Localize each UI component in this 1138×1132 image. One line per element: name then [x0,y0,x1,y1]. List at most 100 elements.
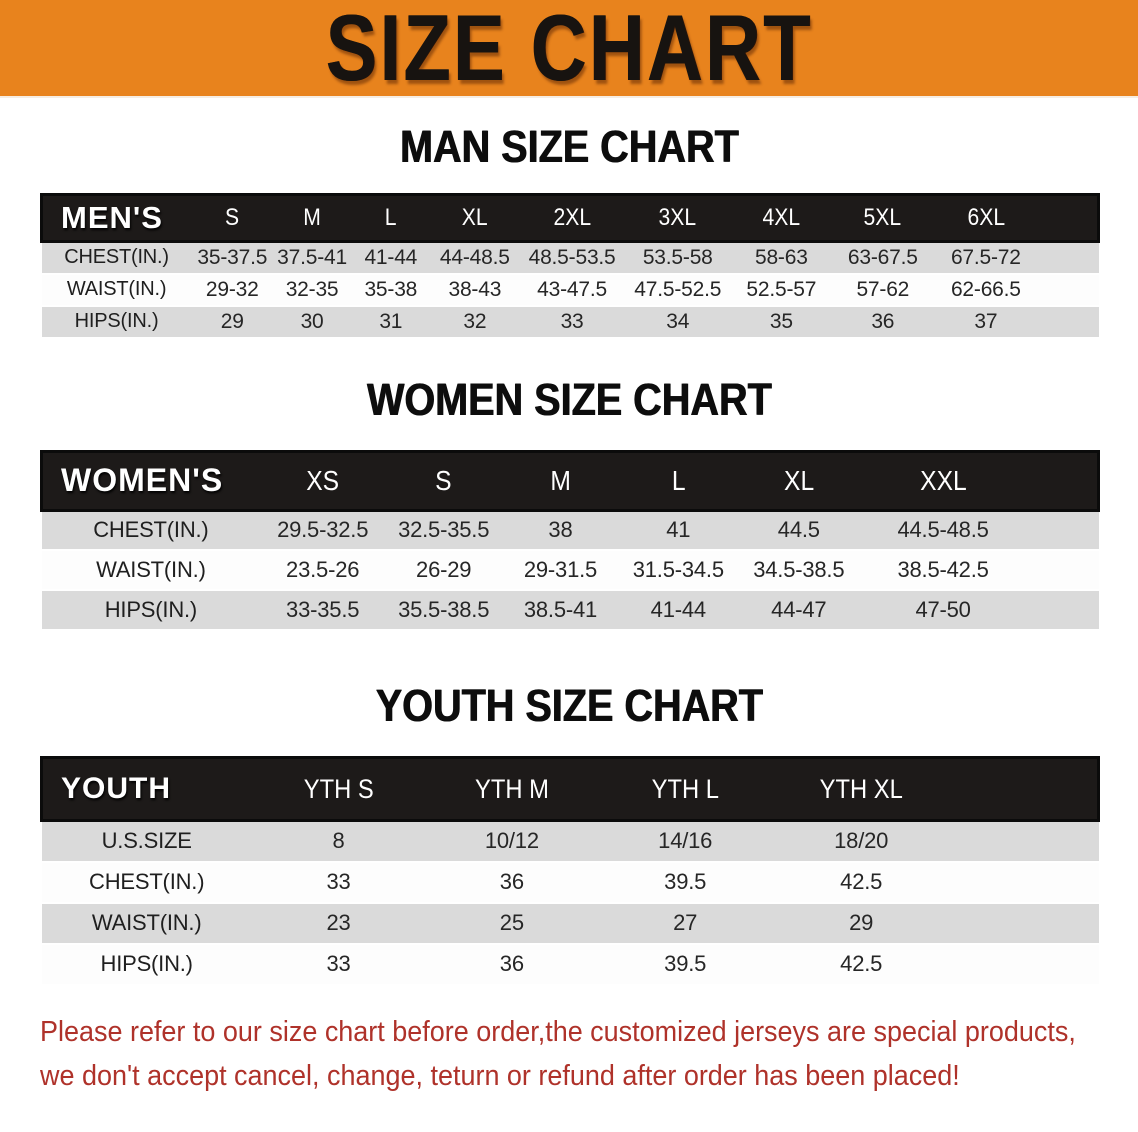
value-cell: 34 [666,309,690,333]
row-label-cell: U.S.SIZE [101,828,192,854]
filler-cell [1027,510,1099,550]
value-cell: 52.5-57 [746,277,817,301]
disclaimer-line-2: we don't accept cancel, change, teturn o… [40,1059,960,1092]
womens-size-table: WOMEN'S XS S M L XL XXL CHEST(IN.) 29.5-32.5 32.5… [40,450,1100,631]
row-label-cell: CHEST(IN.) [89,869,205,894]
size-column-header: YTH L [651,773,719,804]
men-section: MAN SIZE CHART MEN'S S M L XL 2XL 3XL 4XL 5XL 6XL… [0,122,1138,339]
value-cell: 29 [220,309,244,333]
size-column-header: YTH XL [819,773,903,804]
size-column-header: L [384,204,397,231]
value-cell: 57-62 [856,277,910,301]
value-cell: 38.5-42.5 [897,557,989,582]
value-cell: 38 [548,517,573,543]
filler-cell [1038,306,1098,338]
size-column-header: S [225,204,240,231]
value-cell: 39.5 [664,951,707,976]
value-cell: 32.5-35.5 [398,517,490,543]
value-cell: 10/12 [484,828,539,854]
value-cell: 42.5 [840,869,883,894]
value-cell: 14/16 [658,828,713,854]
size-column-header: 4XL [762,204,801,231]
men-section-heading: MAN SIZE CHART [399,121,739,172]
value-cell: 30 [300,309,324,333]
size-column-header: YTH S [303,773,374,804]
value-cell: 58-63 [754,245,808,269]
value-cell: 29.5-32.5 [277,517,369,543]
value-cell: 42.5 [840,951,883,976]
size-column-header: 3XL [658,204,697,231]
value-cell: 47-50 [915,597,971,622]
value-cell: 35-38 [364,277,418,301]
size-column-header: XXL [919,464,967,496]
filler-cell [950,821,1098,862]
measurement-row: CHEST(IN.) 33 36 39.5 42.5 [41,861,1099,903]
disclaimer: Please refer to our size chart before or… [40,1010,1138,1098]
value-cell: 44.5-48.5 [897,517,989,543]
women-table-wrap: WOMEN'S XS S M L XL XXL CHEST(IN.) 29.5-32.5 32.5… [40,450,1100,631]
women-section-heading: WOMEN SIZE CHART [366,373,772,425]
value-cell: 33 [326,869,351,894]
measurement-row: HIPS(IN.) 33 36 39.5 42.5 [41,943,1099,985]
women-section: WOMEN SIZE CHART WOMEN'S XS S M L XL XXL CHEST(… [0,373,1138,631]
value-cell: 48.5-53.5 [528,245,616,269]
value-cell: 31 [379,309,403,333]
value-cell: 44-48.5 [439,245,510,269]
value-cell: 62-66.5 [950,277,1021,301]
row-label-cell: HIPS(IN.) [104,597,198,622]
disclaimer-line-1: Please refer to our size chart before or… [40,1015,1076,1048]
value-cell: 37 [974,309,998,333]
size-column-header: M [550,464,571,496]
value-cell: 41-44 [364,245,418,269]
measurement-row: U.S.SIZE 8 10/12 14/16 18/20 [41,820,1099,862]
men-table-wrap: MEN'S S M L XL 2XL 3XL 4XL 5XL 6XL CHEST(IN.) 35-37… [40,193,1100,339]
filler-cell [950,758,1098,821]
value-cell: 8 [332,828,345,854]
value-cell: 35 [769,309,793,333]
size-column-header: 2XL [553,204,591,231]
value-cell: 27 [673,910,698,935]
measurement-row: CHEST(IN.) 35-37.5 37.5-41 41-44 44-48.5 48.5… [41,241,1099,274]
value-cell: 38-43 [448,277,502,301]
value-cell: 41 [666,517,691,543]
value-cell: 33-35.5 [286,597,360,622]
value-cell: 25 [499,910,524,935]
value-cell: 41-44 [650,597,706,622]
value-cell: 18/20 [834,828,889,854]
mens-size-table: MEN'S S M L XL 2XL 3XL 4XL 5XL 6XL CHEST(IN.) 35-37… [40,193,1100,339]
value-cell: 29 [849,910,874,935]
filler-cell [1027,550,1099,590]
value-cell: 29-31.5 [523,557,598,582]
size-column-header: L [671,464,686,496]
value-cell: 23 [326,910,351,935]
youth-section-heading: YOUTH SIZE CHART [375,680,763,731]
youth-table-wrap: YOUTH YTH S YTH M YTH L YTH XL U.S.SIZE 8 10/12… [40,756,1100,986]
youth-size-table: YOUTH YTH S YTH M YTH L YTH XL U.S.SIZE 8 10/12… [40,756,1100,986]
group-label-cell: MEN'S [61,200,163,235]
measurement-row: CHEST(IN.) 29.5-32.5 32.5-35.5 38 41 44.5 44.5… [41,510,1099,550]
youth-section: YOUTH SIZE CHART YOUTH YTH S YTH M YTH L YTH… [0,681,1138,986]
row-label-cell: HIPS(IN.) [100,951,194,976]
measurement-row: WAIST(IN.) 23 25 27 29 [41,902,1099,944]
measurement-row: WAIST(IN.) 23.5-26 26-29 29-31.5 31.5-34.5 34… [41,550,1099,590]
value-cell: 67.5-72 [950,245,1021,269]
size-column-header: XS [306,464,340,496]
value-cell: 36 [871,309,895,333]
size-chart-banner: SIZE CHART [0,0,1138,98]
value-cell: 33 [560,309,584,333]
filler-cell [950,862,1098,903]
value-cell: 36 [499,869,524,894]
filler-cell [1038,274,1098,306]
value-cell: 32 [463,309,487,333]
filler-cell [1027,451,1099,510]
value-cell: 38.5-41 [523,597,598,622]
value-cell: 29-32 [205,277,259,301]
row-label-cell: WAIST(IN.) [66,278,167,300]
value-cell: 23.5-26 [286,557,360,582]
value-cell: 32-35 [285,277,339,301]
value-cell: 63-67.5 [847,245,918,269]
measurement-row: HIPS(IN.) 29 30 31 32 33 34 35 36 37 [41,305,1099,338]
group-label-cell: WOMEN'S [61,462,224,498]
value-cell: 43-47.5 [537,277,607,301]
measurement-row: HIPS(IN.) 33-35.5 35.5-38.5 38.5-41 41-44 44-… [41,590,1099,630]
